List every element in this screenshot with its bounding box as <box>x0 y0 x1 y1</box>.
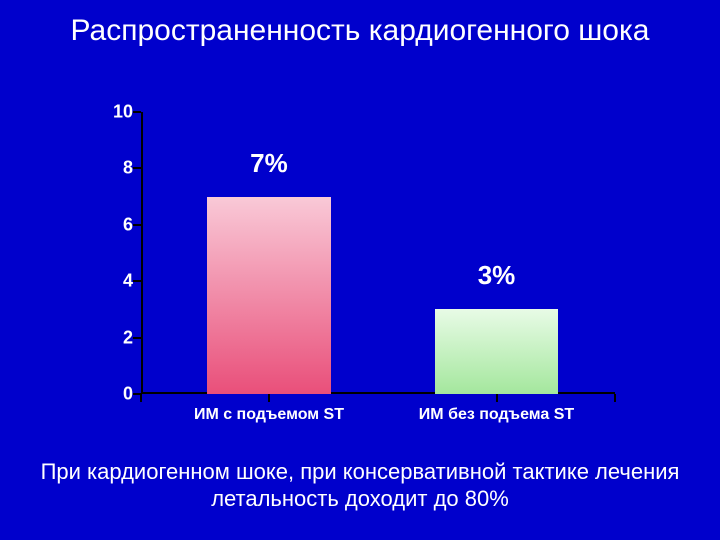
y-tick-label: 8 <box>95 158 133 179</box>
plot-area: 7% 3% <box>141 112 615 394</box>
bar-data-label: 7% <box>250 148 288 179</box>
y-tick <box>133 224 141 226</box>
x-tick <box>268 394 270 402</box>
slide-title: Распространенность кардиогенного шока <box>0 0 720 49</box>
y-tick-label: 2 <box>95 327 133 348</box>
x-tick-label: ИМ без подъема ST <box>419 406 574 424</box>
footer-line-2: летальность доходит до 80% <box>211 486 509 511</box>
bar: 7% <box>207 197 330 394</box>
y-tick <box>133 337 141 339</box>
bar-fill <box>435 309 558 394</box>
bar: 3% <box>435 309 558 394</box>
x-tick <box>496 394 498 402</box>
chart-container: 0246810 7%3% ИМ с подъемом STИМ без подъ… <box>95 112 625 432</box>
y-tick-label: 0 <box>95 384 133 405</box>
y-tick-label: 4 <box>95 271 133 292</box>
footer-line-1: При кардиогенном шоке, при консервативно… <box>41 459 680 484</box>
bar-fill <box>207 197 330 394</box>
y-tick <box>133 167 141 169</box>
x-tick <box>614 394 616 402</box>
y-tick-label: 6 <box>95 214 133 235</box>
y-tick <box>133 111 141 113</box>
y-tick-label: 10 <box>95 102 133 123</box>
bar-data-label: 3% <box>478 260 516 291</box>
y-axis <box>141 112 143 394</box>
footer-text: При кардиогенном шоке, при консервативно… <box>0 459 720 512</box>
x-tick <box>140 394 142 402</box>
x-tick-label: ИМ с подъемом ST <box>194 406 344 424</box>
y-tick <box>133 280 141 282</box>
